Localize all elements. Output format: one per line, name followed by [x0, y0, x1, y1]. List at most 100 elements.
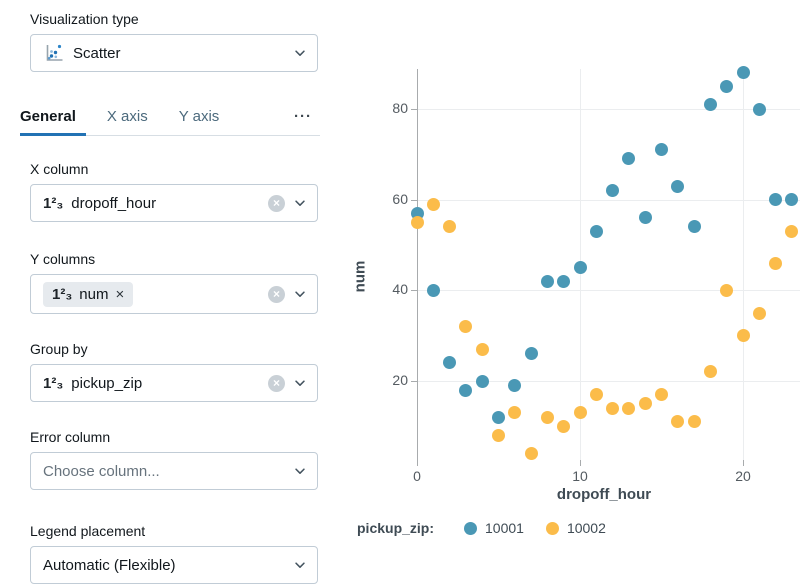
viz-type-label: Visualization type	[30, 11, 139, 27]
scatter-point	[492, 428, 505, 442]
scatter-point	[720, 283, 734, 297]
x-column-value: dropoff_hour	[71, 194, 157, 212]
scatter-point	[459, 320, 473, 334]
viz-type-value: Scatter	[73, 44, 121, 62]
x-tick-label: 0	[413, 468, 421, 484]
legend-item-10001[interactable]: 10001	[464, 520, 524, 536]
scatter-point	[606, 401, 620, 415]
tab-y-axis[interactable]: Y axis	[178, 108, 220, 125]
tab-general[interactable]: General	[20, 108, 76, 125]
chevron-down-icon	[293, 196, 307, 210]
scatter-point	[589, 388, 603, 402]
x-tick-label: 10	[572, 468, 588, 484]
scatter-point	[557, 419, 571, 433]
scatter-point	[475, 342, 489, 356]
error-column-label: Error column	[30, 429, 111, 445]
scatter-point	[443, 356, 457, 370]
scatter-point	[426, 283, 440, 297]
scatter-point	[769, 193, 783, 207]
scatter-point	[638, 211, 652, 225]
y-tick-mark	[411, 109, 417, 110]
y-tick-mark	[411, 381, 417, 382]
chevron-down-icon	[293, 376, 307, 390]
chevron-down-icon	[293, 46, 307, 60]
scatter-point	[687, 415, 701, 429]
chip-remove-icon[interactable]: ×	[115, 285, 125, 303]
visualization-config-panel: Visualization type Scatter General X axi…	[0, 0, 330, 586]
scatter-point	[589, 224, 603, 238]
chart-legend: pickup_zip: 10001 10002	[357, 515, 628, 541]
scatter-point	[638, 397, 652, 411]
y-tick-label: 40	[392, 281, 408, 298]
scatter-point	[524, 447, 538, 461]
scatter-point	[459, 383, 473, 397]
scatter-point	[475, 374, 489, 388]
tab-x-axis[interactable]: X axis	[106, 108, 148, 125]
scatter-chart-icon	[43, 42, 65, 64]
y-columns-label: Y columns	[30, 251, 96, 267]
x-column-select[interactable]: 1²₃ dropoff_hour ×	[30, 184, 318, 222]
scatter-point	[703, 365, 717, 379]
scatter-point	[410, 215, 424, 229]
legend-dot-yellow	[545, 521, 559, 535]
y-column-chip[interactable]: 1²₃ num ×	[43, 281, 134, 307]
clear-icon[interactable]: ×	[268, 374, 285, 392]
gridline-horizontal	[417, 109, 800, 110]
scatter-point	[785, 193, 799, 207]
legend-placement-label: Legend placement	[30, 523, 146, 539]
scatter-point	[492, 410, 505, 424]
group-by-value: pickup_zip	[71, 374, 143, 392]
scatter-point	[426, 197, 440, 211]
scatter-point	[736, 66, 750, 80]
scatter-point	[540, 274, 554, 288]
scatter-point	[655, 143, 668, 157]
scatter-point	[671, 415, 685, 429]
scatter-point	[703, 97, 717, 111]
number-type-icon: 1²₃	[43, 374, 64, 392]
scatter-point	[720, 79, 734, 93]
y-tick-mark	[411, 199, 417, 201]
legend-label: 10002	[566, 520, 606, 536]
viz-type-select[interactable]: Scatter	[30, 34, 318, 72]
scatter-point	[769, 256, 783, 270]
legend-title: pickup_zip:	[357, 520, 435, 536]
group-by-select[interactable]: 1²₃ pickup_zip ×	[30, 364, 318, 402]
scatter-point	[671, 179, 685, 193]
scatter-point	[524, 347, 538, 361]
tabs-overflow-button[interactable]: ···	[294, 108, 312, 125]
legend-item-10002[interactable]: 10002	[545, 520, 606, 536]
error-column-placeholder: Choose column...	[43, 462, 160, 480]
scatter-point	[508, 379, 522, 393]
scatter-point	[752, 306, 766, 320]
legend-label: 10001	[485, 520, 524, 536]
tabs-overflow-fade	[250, 108, 284, 133]
scatter-chart: num dropoff_hour pickup_zip: 10001 10002…	[330, 0, 800, 586]
legend-placement-select[interactable]: Automatic (Flexible)	[30, 546, 318, 584]
scatter-point	[736, 329, 750, 343]
gridline-horizontal	[417, 290, 800, 292]
clear-icon[interactable]: ×	[268, 285, 285, 303]
y-axis-line	[417, 69, 418, 460]
scatter-point	[557, 274, 571, 288]
scatter-point	[443, 220, 457, 234]
scatter-point	[540, 410, 554, 424]
legend-placement-value: Automatic (Flexible)	[43, 556, 176, 574]
scatter-point	[622, 401, 636, 415]
tabs-divider	[20, 133, 320, 136]
y-tick-label: 20	[392, 372, 408, 388]
scatter-point	[606, 184, 620, 198]
y-tick-label: 60	[392, 190, 408, 207]
clear-icon[interactable]: ×	[268, 194, 285, 212]
y-tick-mark	[411, 290, 417, 292]
error-column-select[interactable]: Choose column...	[30, 452, 318, 490]
scatter-point	[573, 261, 587, 275]
legend-dot-blue	[464, 521, 478, 535]
chevron-down-icon	[293, 464, 307, 478]
y-column-chip-label: num	[79, 285, 109, 303]
number-type-icon: 1²₃	[52, 285, 73, 303]
config-tabs: General X axis Y axis ···	[20, 108, 320, 135]
y-columns-select[interactable]: 1²₃ num × ×	[30, 274, 318, 314]
x-tick-label: 20	[735, 468, 751, 484]
y-axis-title: num	[351, 260, 369, 293]
active-tab-indicator	[20, 133, 86, 136]
